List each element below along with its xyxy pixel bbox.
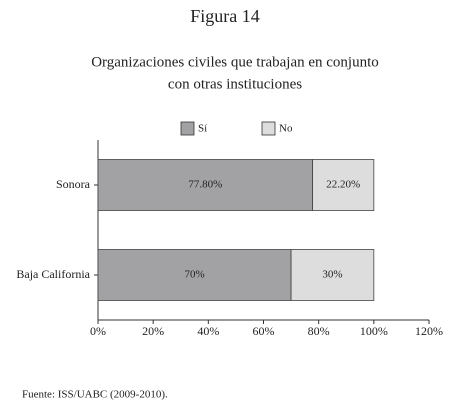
data-label: 30% [322, 269, 342, 281]
legend-swatch [180, 121, 195, 136]
x-tick-label: 40% [197, 324, 219, 338]
legend-swatch [261, 121, 276, 136]
legend-label: No [279, 123, 293, 135]
chart-subtitle: con otras instituciones [168, 76, 302, 92]
chart-subtitle: Organizaciones civiles que trabajan en c… [91, 54, 379, 70]
x-tick-label: 0% [90, 324, 106, 338]
x-tick-label: 80% [308, 324, 330, 338]
bar-segment [97, 249, 292, 301]
legend-label: Sí [198, 123, 207, 135]
x-tick-label: 120% [415, 324, 443, 338]
bar-segment [312, 159, 375, 211]
x-tick-label: 100% [360, 324, 388, 338]
y-tick-label: Sonora [56, 177, 91, 191]
chart-title: Figura 14 [190, 6, 260, 26]
data-label: 22.20% [326, 179, 360, 191]
x-tick-label: 60% [253, 324, 275, 338]
x-tick-label: 20% [142, 324, 164, 338]
data-label: 70% [184, 269, 204, 281]
y-tick-label: Baja California [16, 267, 90, 281]
data-label: 77.80% [188, 179, 222, 191]
source-note: Fuente: ISS/UABC (2009-2010). [22, 389, 168, 401]
bar-segment [290, 249, 375, 301]
